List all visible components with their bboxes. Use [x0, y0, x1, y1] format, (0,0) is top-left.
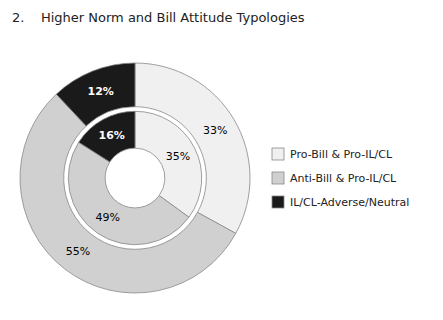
data-label: 49% — [96, 211, 120, 224]
legend-swatch — [272, 148, 284, 160]
data-label: 33% — [203, 124, 227, 137]
legend-label: Pro-Bill & Pro-IL/CL — [290, 148, 393, 161]
data-labels: 33% 55% 12% 35% 49% 16% — [66, 85, 228, 258]
legend-swatch — [272, 172, 284, 184]
slice — [135, 111, 202, 217]
data-label: 35% — [166, 150, 190, 163]
slice — [20, 94, 236, 293]
data-label: 16% — [99, 129, 125, 142]
slices — [20, 63, 250, 293]
data-label: 55% — [66, 245, 90, 258]
slice — [79, 111, 135, 162]
legend-label: Anti-Bill & Pro-IL/CL — [290, 172, 397, 185]
legend-swatch — [272, 196, 284, 208]
title: 2. Higher Norm and Bill Attitude Typolog… — [12, 10, 305, 25]
legend: Pro-Bill & Pro-IL/CL Anti-Bill & Pro-IL/C… — [272, 148, 409, 209]
legend-label: IL/CL-Adverse/Neutral — [290, 196, 409, 209]
data-label: 12% — [88, 85, 114, 98]
chart: 2. Higher Norm and Bill Attitude Typolog… — [0, 0, 443, 320]
